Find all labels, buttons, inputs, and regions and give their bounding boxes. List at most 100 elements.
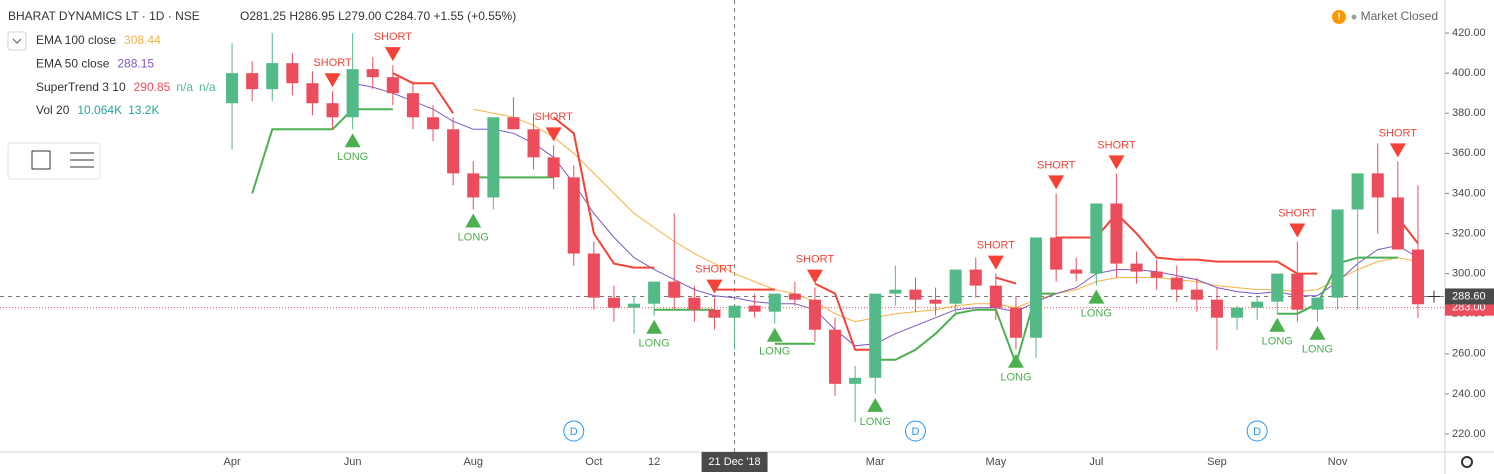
long-arrow <box>1007 353 1024 368</box>
candle-body <box>266 63 279 90</box>
chevron <box>12 38 22 44</box>
candle-body <box>829 329 842 384</box>
axes: 220.00240.00260.00280.00300.00320.00340.… <box>223 27 1494 472</box>
x-tick-label: 12 <box>648 456 660 468</box>
long-label: LONG <box>860 416 891 428</box>
status-dot <box>1351 14 1357 20</box>
legend-value: n/a <box>199 80 216 94</box>
candle-body <box>326 103 339 118</box>
candle-body <box>1311 297 1324 310</box>
candle-body <box>346 69 359 118</box>
short-arrow <box>1289 223 1306 238</box>
candle-body <box>527 129 540 158</box>
crosshair-price-box <box>1445 288 1494 305</box>
dividend-label: D <box>1253 426 1261 438</box>
candle-body <box>1150 271 1163 278</box>
long-label: LONG <box>1262 336 1293 348</box>
short-label: SHORT <box>977 240 1016 252</box>
candle-body <box>226 73 239 104</box>
candle-body <box>1351 173 1364 210</box>
long-arrow <box>1309 325 1326 340</box>
short-arrow <box>706 279 723 294</box>
y-tick-label: 300.00 <box>1452 268 1486 280</box>
legend-value: 288.15 <box>117 56 154 70</box>
legend-value: 290.85 <box>134 80 171 94</box>
short-arrow <box>987 255 1004 270</box>
x-tick-label: Mar <box>866 456 885 468</box>
y-tick-label: 340.00 <box>1452 187 1486 199</box>
alert-icon[interactable] <box>1332 10 1346 24</box>
y-tick-label: 400.00 <box>1452 67 1486 79</box>
y-tick-label: 240.00 <box>1452 388 1486 400</box>
long-label: LONG <box>458 231 489 243</box>
short-label: SHORT <box>313 57 352 69</box>
candle-body <box>949 269 962 304</box>
candle-body <box>1210 299 1223 318</box>
x-tick-label: Oct <box>585 456 602 468</box>
crosshair-time-label: 21 Dec '18 <box>708 456 760 468</box>
plot-area: SHORT LONG SHORT LONG SHORT LONG SHORT LONG SHOR… <box>0 0 1445 452</box>
y-tick-label: 420.00 <box>1452 27 1486 39</box>
candle-body <box>1371 173 1384 198</box>
candle-body <box>748 305 761 312</box>
candle-body <box>869 293 882 378</box>
candle-body <box>929 299 942 304</box>
legend-value: n/a <box>176 80 193 94</box>
legend-value: 308.44 <box>124 33 161 47</box>
dividend-marker <box>1246 420 1268 442</box>
y-tick-label: 320.00 <box>1452 227 1486 239</box>
candle-body <box>1291 273 1304 310</box>
settings-icon[interactable] <box>1461 456 1473 468</box>
legend-toggle[interactable] <box>7 31 27 51</box>
candle-body <box>427 117 440 130</box>
short-label: SHORT <box>534 111 573 123</box>
long-label: LONG <box>1000 372 1031 384</box>
legend-value: 13.2K <box>128 103 159 117</box>
legend: EMA 100 close 308.44 EMA 50 close 288.15 Sup… <box>36 33 216 117</box>
candle-body <box>406 93 419 118</box>
candle-body <box>447 129 460 174</box>
alert-mark: ! <box>1337 12 1340 23</box>
rect-tool[interactable] <box>31 150 51 170</box>
candle-body <box>386 77 399 94</box>
indicator-line <box>392 72 1419 351</box>
long-arrow <box>867 397 884 412</box>
candle-body <box>1030 237 1043 338</box>
candle-body <box>567 177 580 254</box>
candle-body <box>1110 203 1123 264</box>
candle-body <box>366 69 379 78</box>
candle-body <box>1170 277 1183 290</box>
long-label: LONG <box>639 338 670 350</box>
symbol: BHARAT DYNAMICS LT · 1D · NSE <box>8 9 200 23</box>
candle-body <box>487 117 500 198</box>
candle-body <box>808 299 821 330</box>
short-arrow <box>1048 175 1065 190</box>
candle-body <box>246 73 259 90</box>
short-arrow <box>384 47 401 62</box>
candle-body <box>547 157 560 178</box>
crosshair-time-box <box>701 452 768 472</box>
x-tick-label: Aug <box>463 456 483 468</box>
candle-body <box>989 285 1002 308</box>
ohlc: O281.25 H286.95 L279.00 C284.70 +1.55 (+… <box>240 9 516 23</box>
candle-body <box>688 297 701 310</box>
list-tool[interactable] <box>70 152 94 168</box>
candle-body <box>306 83 319 104</box>
y-tick-label: 380.00 <box>1452 107 1486 119</box>
crosshair-plus <box>1428 290 1440 303</box>
legend-name: EMA 100 close <box>36 33 116 47</box>
candle-body <box>1411 249 1424 305</box>
candle-body <box>708 309 721 318</box>
x-tick-label: Sep <box>1207 456 1227 468</box>
candle-body <box>1130 263 1143 272</box>
candle-body <box>788 293 801 300</box>
short-label: SHORT <box>695 264 734 276</box>
legend-value: 10.064K <box>77 103 122 117</box>
long-arrow <box>344 133 361 148</box>
candle-body <box>607 297 620 308</box>
last-price-label: 283.00 <box>1452 302 1486 314</box>
legend-name: Vol 20 <box>36 103 70 117</box>
x-tick-label: Jun <box>344 456 362 468</box>
long-arrow <box>766 327 783 342</box>
